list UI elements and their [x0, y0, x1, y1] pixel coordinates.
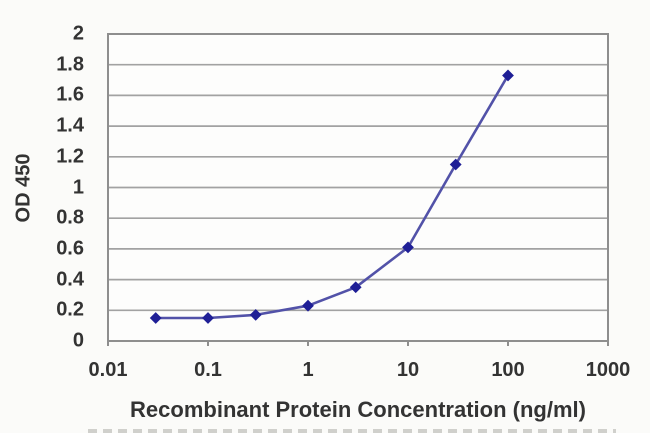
- cropped-watermark-text-row: [88, 429, 616, 433]
- y-tick-label: 0.4: [56, 268, 84, 291]
- y-tick-label: 1.4: [56, 114, 84, 137]
- y-tick-label: 1.8: [56, 53, 84, 76]
- data-point-marker: [202, 312, 214, 324]
- data-point-marker: [349, 281, 362, 294]
- y-tick-label: 0: [72, 329, 84, 352]
- data-point-marker: [449, 158, 462, 171]
- axis-frame: [107, 33, 609, 342]
- data-point-marker: [249, 308, 262, 321]
- x-tick-label: 0.01: [88, 359, 128, 381]
- x-axis-title: Recombinant Protein Concentration (ng/ml…: [130, 397, 586, 422]
- x-tick-label: 100: [491, 359, 525, 381]
- data-line: [155, 74, 510, 320]
- data-point-marker: [502, 69, 514, 82]
- x-tick-label: 1000: [585, 359, 631, 381]
- y-tick-label: 0.2: [56, 298, 84, 321]
- y-tick-label: 1: [72, 176, 84, 199]
- y-axis-title: OD 450: [12, 153, 35, 223]
- y-tick-label: 0.8: [56, 206, 84, 229]
- x-tick-label: 0.1: [194, 359, 222, 381]
- x-tick-label: 1: [302, 359, 314, 381]
- y-tick-label: 0.6: [56, 237, 84, 260]
- data-point-marker: [402, 241, 414, 254]
- data-point-marker: [149, 312, 162, 324]
- y-tick-label: 1.6: [56, 83, 84, 106]
- y-tick-label: 2: [72, 22, 84, 45]
- data-point-marker: [302, 299, 314, 312]
- y-tick-label: 1.2: [56, 145, 84, 168]
- x-tick-label: 10: [396, 359, 420, 381]
